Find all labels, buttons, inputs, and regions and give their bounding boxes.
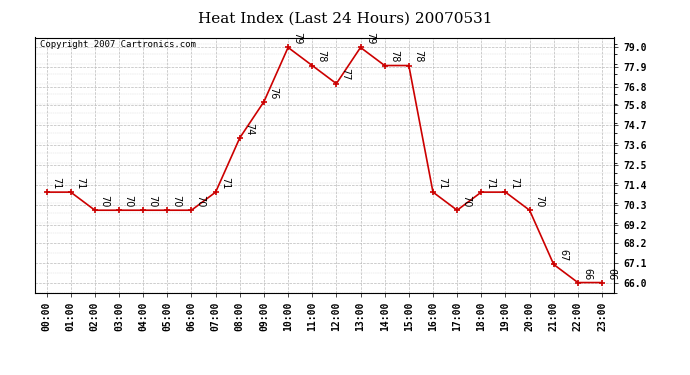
Text: 70: 70 bbox=[196, 195, 206, 207]
Text: 70: 70 bbox=[124, 195, 133, 207]
Text: 76: 76 bbox=[268, 87, 278, 99]
Text: 77: 77 bbox=[341, 68, 351, 81]
Text: 71: 71 bbox=[51, 177, 61, 189]
Text: 71: 71 bbox=[437, 177, 447, 189]
Text: 67: 67 bbox=[558, 249, 568, 262]
Text: 78: 78 bbox=[389, 50, 399, 63]
Text: 70: 70 bbox=[462, 195, 471, 207]
Text: 74: 74 bbox=[244, 123, 254, 135]
Text: 66: 66 bbox=[607, 267, 616, 280]
Text: 78: 78 bbox=[413, 50, 423, 63]
Text: 71: 71 bbox=[486, 177, 495, 189]
Text: 70: 70 bbox=[99, 195, 109, 207]
Text: 79: 79 bbox=[365, 32, 375, 45]
Text: Copyright 2007 Cartronics.com: Copyright 2007 Cartronics.com bbox=[40, 40, 196, 49]
Text: 70: 70 bbox=[172, 195, 181, 207]
Text: 71: 71 bbox=[510, 177, 520, 189]
Text: 70: 70 bbox=[534, 195, 544, 207]
Text: 71: 71 bbox=[75, 177, 85, 189]
Text: 70: 70 bbox=[148, 195, 157, 207]
Text: 78: 78 bbox=[317, 50, 326, 63]
Text: 79: 79 bbox=[293, 32, 302, 45]
Text: 71: 71 bbox=[220, 177, 230, 189]
Text: 66: 66 bbox=[582, 267, 592, 280]
Text: Heat Index (Last 24 Hours) 20070531: Heat Index (Last 24 Hours) 20070531 bbox=[198, 11, 492, 25]
